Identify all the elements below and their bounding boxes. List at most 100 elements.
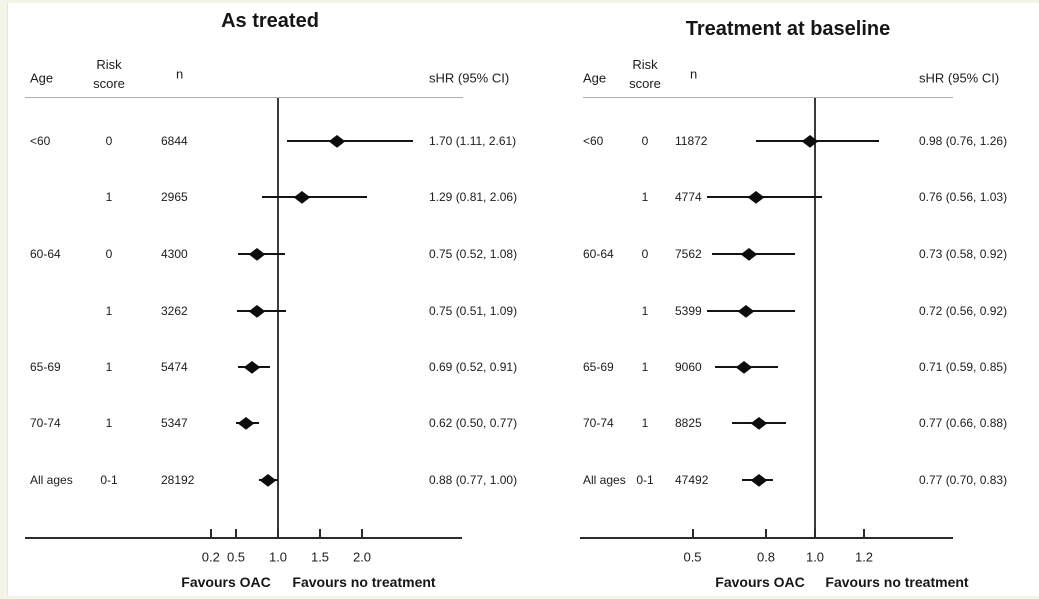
col-header-risk-line1: Risk — [96, 57, 122, 72]
ci-line — [262, 196, 368, 198]
age-label: 65-69 — [583, 360, 614, 374]
shr-ci-label: 0.88 (0.77, 1.00) — [429, 473, 518, 487]
col-header-risk-score: Risk score — [629, 55, 661, 93]
axis-tick — [863, 529, 865, 537]
axis-tick-label: 2.0 — [352, 549, 372, 565]
n-value: 4300 — [161, 247, 188, 261]
shr-ci-label: 0.75 (0.51, 1.09) — [429, 304, 518, 318]
col-header-shr: sHR (95% CI) — [429, 70, 510, 86]
axis-tick — [209, 529, 212, 537]
shr-ci-label: 0.69 (0.52, 0.91) — [429, 360, 518, 374]
axis-tick-label: 1.2 — [854, 549, 874, 565]
risk-score-value: 1 — [105, 416, 113, 430]
n-value: 5474 — [161, 360, 188, 374]
col-header-age: Age — [30, 70, 54, 86]
point-estimate-diamond — [748, 190, 765, 204]
ci-line — [707, 196, 823, 198]
age-label: <60 — [583, 134, 604, 148]
axis-tick-label: 1.0 — [805, 549, 825, 565]
axis-tick-label: 0.5 — [226, 549, 246, 565]
n-value: 7562 — [675, 247, 702, 261]
age-label: 70-74 — [583, 416, 614, 430]
shr-ci-label: 1.70 (1.11, 2.61) — [429, 134, 517, 148]
axis-tick — [277, 529, 279, 537]
n-value: 28192 — [161, 473, 195, 487]
age-label: 70-74 — [30, 416, 61, 430]
favours-oac-label: Favours OAC — [715, 574, 805, 590]
age-label: 60-64 — [30, 247, 61, 261]
age-label: 60-64 — [583, 247, 614, 261]
shr-ci-label: 0.73 (0.58, 0.92) — [919, 247, 1008, 261]
col-header-risk-line2: score — [93, 76, 125, 91]
left-edge-strip — [0, 0, 8, 599]
age-label: 65-69 — [30, 360, 61, 374]
shr-ci-label: 0.77 (0.70, 0.83) — [919, 473, 1008, 487]
point-estimate-diamond — [736, 360, 752, 374]
favours-no-treatment-label: Favours no treatment — [292, 574, 436, 590]
col-header-age: Age — [583, 70, 607, 86]
risk-score-value: 1 — [641, 190, 649, 204]
reference-line-hr1 — [814, 98, 816, 539]
n-value: 4774 — [675, 190, 702, 204]
risk-score-value: 0-1 — [100, 473, 118, 487]
age-label: All ages — [30, 473, 73, 487]
shr-ci-label: 1.29 (0.81, 2.06) — [429, 190, 518, 204]
axis-tick — [319, 529, 321, 537]
x-axis-line — [25, 537, 462, 539]
axis-tick-label: 1.0 — [268, 549, 288, 565]
col-header-risk-score: Risk score — [93, 55, 125, 93]
risk-score-value: 1 — [641, 360, 649, 374]
shr-ci-label: 0.72 (0.56, 0.92) — [919, 304, 1008, 318]
risk-score-value: 0 — [105, 247, 113, 261]
risk-score-value: 0 — [105, 134, 113, 148]
n-value: 9060 — [675, 360, 702, 374]
axis-tick — [235, 529, 237, 537]
n-value: 5347 — [161, 416, 188, 430]
risk-score-value: 1 — [105, 360, 113, 374]
risk-score-value: 0 — [641, 134, 649, 148]
header-rule — [583, 97, 953, 98]
axis-tick — [765, 529, 767, 537]
favours-no-treatment-label: Favours no treatment — [825, 574, 969, 590]
header-rule — [25, 97, 463, 98]
shr-ci-label: 0.71 (0.59, 0.85) — [919, 360, 1008, 374]
shr-ci-label: 0.75 (0.52, 1.08) — [429, 247, 518, 261]
bottom-edge-strip — [0, 596, 1039, 599]
axis-tick — [814, 529, 816, 537]
n-value: 6844 — [161, 134, 188, 148]
age-label: <60 — [30, 134, 51, 148]
risk-score-value: 0 — [641, 247, 649, 261]
n-value: 3262 — [161, 304, 188, 318]
axis-tick — [691, 529, 694, 537]
col-header-n: n — [176, 66, 184, 82]
shr-ci-label: 0.62 (0.50, 0.77) — [429, 416, 518, 430]
risk-score-value: 1 — [105, 190, 113, 204]
n-value: 2965 — [161, 190, 188, 204]
risk-score-value: 1 — [641, 304, 649, 318]
axis-tick-label: 0.2 — [201, 549, 220, 565]
point-estimate-diamond — [738, 304, 755, 318]
axis-tick-label: 0.8 — [756, 549, 776, 565]
ci-line — [287, 140, 414, 142]
n-value: 8825 — [675, 416, 702, 430]
col-header-risk-line2: score — [629, 76, 661, 91]
n-value: 11872 — [675, 134, 708, 148]
point-estimate-diamond — [750, 473, 767, 487]
risk-score-value: 1 — [641, 416, 649, 430]
point-estimate-diamond — [750, 416, 767, 430]
point-estimate-diamond — [741, 247, 757, 261]
col-header-risk-line1: Risk — [632, 57, 658, 72]
col-header-shr: sHR (95% CI) — [919, 70, 1000, 86]
risk-score-value: 0-1 — [636, 473, 654, 487]
age-label: All ages — [583, 473, 626, 487]
favours-oac-label: Favours OAC — [181, 574, 271, 590]
shr-ci-label: 0.76 (0.56, 1.03) — [919, 190, 1008, 204]
risk-score-value: 1 — [105, 304, 113, 318]
top-edge-strip — [0, 0, 1039, 3]
shr-ci-label: 0.98 (0.76, 1.26) — [919, 134, 1008, 148]
reference-line-hr1 — [277, 98, 279, 539]
n-value: 5399 — [675, 304, 702, 318]
